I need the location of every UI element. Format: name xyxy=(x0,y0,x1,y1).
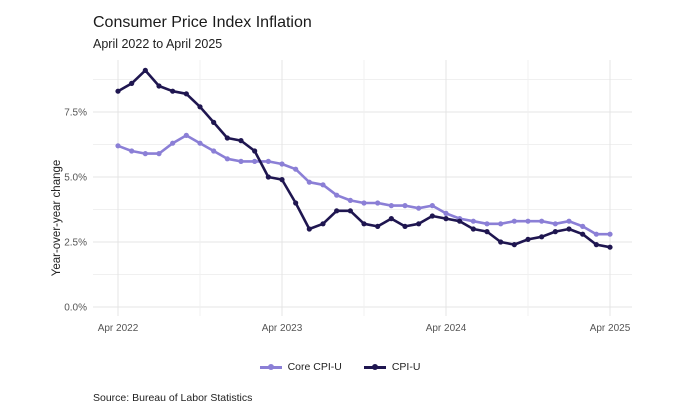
data-point xyxy=(525,218,531,224)
data-point xyxy=(607,231,613,237)
data-point xyxy=(156,151,162,157)
data-point xyxy=(320,221,326,227)
series-core-cpi-u xyxy=(115,132,613,237)
data-point xyxy=(416,205,422,211)
data-point xyxy=(129,80,135,86)
chart-series xyxy=(115,67,613,250)
data-point xyxy=(511,242,517,248)
data-point xyxy=(429,203,435,209)
data-point xyxy=(334,192,340,198)
data-point xyxy=(470,218,476,224)
data-point xyxy=(197,140,203,146)
legend-item-core-cpi: Core CPI-U xyxy=(259,361,342,373)
data-point xyxy=(211,148,217,154)
data-point xyxy=(293,200,299,206)
data-point xyxy=(552,221,558,227)
data-point xyxy=(402,203,408,209)
x-tick-label: Apr 2022 xyxy=(98,323,139,334)
data-point xyxy=(498,239,504,245)
data-point xyxy=(142,67,148,73)
data-point xyxy=(580,223,586,229)
data-point xyxy=(566,218,572,224)
data-point xyxy=(347,197,353,203)
y-axis-label: Year-over-year change xyxy=(51,160,63,277)
data-point xyxy=(443,216,449,222)
data-point xyxy=(306,179,312,185)
data-point xyxy=(375,200,381,206)
y-tick-label: 7.5% xyxy=(64,108,87,119)
data-point xyxy=(279,161,285,167)
data-point xyxy=(416,221,422,227)
series-cpi-u xyxy=(115,67,613,250)
data-point xyxy=(252,158,258,164)
data-point xyxy=(593,242,599,248)
data-point xyxy=(402,223,408,229)
data-point xyxy=(224,156,230,162)
data-point xyxy=(580,231,586,237)
data-point xyxy=(252,148,258,154)
data-point xyxy=(443,210,449,216)
data-point xyxy=(511,218,517,224)
data-point xyxy=(375,223,381,229)
source-note: Source: Bureau of Labor Statistics xyxy=(93,392,253,404)
data-point xyxy=(129,148,135,154)
data-point xyxy=(593,231,599,237)
data-point xyxy=(429,213,435,219)
x-tick-label: Apr 2023 xyxy=(262,323,303,334)
data-point xyxy=(347,208,353,214)
chart-title: Consumer Price Index Inflation xyxy=(93,14,312,31)
data-point xyxy=(279,177,285,183)
data-point xyxy=(115,88,121,94)
data-point xyxy=(361,200,367,206)
data-point xyxy=(211,119,217,125)
data-point xyxy=(539,234,545,240)
grid-lines xyxy=(93,60,632,316)
data-point xyxy=(457,218,463,224)
data-point xyxy=(183,132,189,138)
data-point xyxy=(552,229,558,235)
data-point xyxy=(361,221,367,227)
data-point xyxy=(306,226,312,232)
data-point xyxy=(334,208,340,214)
data-point xyxy=(170,88,176,94)
data-point xyxy=(320,182,326,188)
axis-labels: 0.0% 2.5% 5.0% 7.5% Apr 2022 Apr 2023 Apr 2024… xyxy=(64,108,631,335)
data-point xyxy=(238,158,244,164)
legend-label-core-cpi: Core CPI-U xyxy=(287,361,342,373)
data-point xyxy=(170,140,176,146)
data-point xyxy=(484,229,490,235)
data-point xyxy=(238,138,244,144)
data-point xyxy=(183,91,189,97)
data-point xyxy=(265,174,271,180)
data-point xyxy=(484,221,490,227)
y-tick-label: 0.0% xyxy=(64,303,87,314)
data-point xyxy=(265,158,271,164)
data-point xyxy=(142,151,148,157)
legend-swatch-core-cpi xyxy=(259,363,282,370)
data-point xyxy=(156,83,162,89)
data-point xyxy=(566,226,572,232)
legend-label-cpi-u: CPI-U xyxy=(391,361,421,373)
x-tick-label: Apr 2024 xyxy=(426,323,467,334)
data-point xyxy=(470,226,476,232)
data-point xyxy=(115,143,121,149)
y-tick-label: 2.5% xyxy=(64,238,87,249)
data-point xyxy=(498,221,504,227)
chart-subtitle: April 2022 to April 2025 xyxy=(93,37,223,51)
legend-item-cpi-u: CPI-U xyxy=(363,361,421,373)
data-point xyxy=(224,135,230,141)
chart-legend: Core CPI-U CPI-U xyxy=(0,361,680,373)
data-point xyxy=(197,104,203,110)
y-tick-label: 5.0% xyxy=(64,173,87,184)
data-point xyxy=(607,244,613,250)
x-tick-label: Apr 2025 xyxy=(590,323,631,334)
data-point xyxy=(388,216,394,222)
data-point xyxy=(293,166,299,172)
data-point xyxy=(539,218,545,224)
legend-swatch-cpi-u xyxy=(363,363,386,370)
data-point xyxy=(525,236,531,242)
data-point xyxy=(388,203,394,209)
